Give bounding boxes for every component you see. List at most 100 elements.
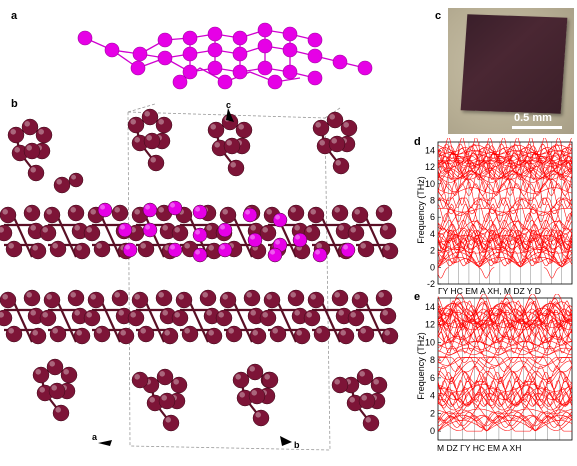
phosphorus-atom	[131, 291, 149, 309]
phosphorus-atom	[307, 206, 325, 224]
phonon-chart-e: Frequency (THz) M DZ ΓY HC EM A XH 0 2 4 6 8…	[416, 294, 573, 452]
phosphorus-atom	[205, 327, 223, 345]
highlighted-atom	[122, 242, 138, 258]
scale-bar-label: 0.5 mm	[514, 112, 552, 124]
y-tick-label: 10	[425, 337, 435, 347]
phosphorus-atom	[23, 289, 41, 307]
highlighted-atom	[247, 232, 263, 248]
phosphorus-atom	[29, 242, 47, 260]
panel-a-bonds	[84, 29, 366, 83]
ring-atom	[326, 111, 344, 129]
chart-e-ylabel: Frequency (THz)	[416, 332, 426, 400]
highlighted-atom	[142, 222, 158, 238]
phosphorus-atom	[83, 224, 101, 242]
y-tick-label: 6	[430, 373, 435, 383]
y-tick-label: 8	[430, 355, 435, 365]
phosphorus-atom	[49, 240, 67, 258]
highlighted-atom	[167, 200, 183, 216]
highlighted-atom	[117, 222, 133, 238]
phosphorus-atom	[259, 224, 277, 242]
highlighted-atom	[292, 232, 308, 248]
ring-atom	[370, 376, 388, 394]
ring-atom	[155, 116, 173, 134]
y-tick-label: -2	[427, 279, 435, 289]
highlighted-atom	[192, 227, 208, 243]
phosphorus-atom	[73, 242, 91, 260]
phonon-bands	[437, 138, 573, 279]
phosphorus-atom	[199, 289, 217, 307]
ring-atom	[48, 382, 66, 400]
phosphorus-atom	[49, 325, 67, 343]
ring-atom	[227, 159, 245, 177]
phosphorus-atom	[111, 289, 129, 307]
y-tick-label: 2	[430, 408, 435, 418]
y-tick-label: 4	[430, 229, 435, 239]
chart-d-xtick-text: ΓY HC EM A XH, M DZ Y D	[438, 286, 541, 295]
phosphorus-atom	[67, 289, 85, 307]
axis-label-c: c	[226, 100, 231, 110]
panel-label-c: c	[435, 10, 442, 22]
ring-atom	[52, 404, 70, 422]
phosphorus-atom	[381, 242, 399, 260]
phonon-bands	[437, 294, 573, 432]
phosphorus-atom	[375, 204, 393, 222]
ring-atom	[141, 108, 159, 126]
ring-atom	[21, 118, 39, 136]
panel-label-d: d	[414, 136, 421, 148]
phosphorus-atom	[261, 371, 279, 389]
phosphorus-atom	[29, 327, 47, 345]
panel-a-atoms	[77, 22, 373, 90]
phosphorus-atom	[269, 325, 287, 343]
y-tick-label: 10	[425, 179, 435, 189]
ring-atom	[332, 157, 350, 175]
phosphorus-atom	[155, 289, 173, 307]
phosphorus-atom	[347, 224, 365, 242]
scale-bar	[512, 126, 562, 129]
highlighted-atom	[312, 247, 328, 263]
highlighted-atom	[272, 212, 288, 228]
phosphorus-atom	[0, 309, 13, 327]
panel-label-a: a	[11, 10, 18, 22]
y-tick-label: 2	[430, 246, 435, 256]
structure-panel-a	[77, 22, 373, 90]
ring-atom	[358, 392, 376, 410]
phosphorus-atom	[73, 327, 91, 345]
ring-atom	[32, 366, 50, 384]
phosphorus-atom	[243, 289, 261, 307]
phosphorus-atom	[161, 327, 179, 345]
phosphorus-atom	[39, 224, 57, 242]
phosphorus-atom	[93, 325, 111, 343]
ring-atom	[340, 119, 358, 137]
y-tick-label: 0	[430, 262, 435, 272]
ring-atom	[158, 392, 176, 410]
highlighted-atom	[167, 242, 183, 258]
phosphorus-atom	[379, 222, 397, 240]
atoms	[0, 108, 399, 432]
phosphorus-atom	[215, 309, 233, 327]
ring-atom	[252, 409, 270, 427]
phosphorus-atom	[307, 291, 325, 309]
highlighted-atom	[242, 207, 258, 223]
ring-atom	[312, 119, 330, 137]
chart-d-ylabel: Frequency (THz)	[416, 176, 426, 244]
ring-atom	[46, 358, 64, 376]
y-tick-label: 6	[430, 212, 435, 222]
phosphorus-atom	[357, 240, 375, 258]
ring-atom	[235, 121, 253, 139]
ring-atom	[35, 126, 53, 144]
phosphorus-atom	[379, 307, 397, 325]
phosphorus-atom	[87, 291, 105, 309]
phosphorus-atom	[0, 224, 13, 242]
highlighted-atom	[97, 202, 113, 218]
phosphorus-atom	[171, 309, 189, 327]
phosphorus-atom	[313, 325, 331, 343]
phosphorus-atom	[83, 309, 101, 327]
phosphorus-atom	[0, 206, 17, 224]
axis-indicator: c a b	[92, 100, 300, 450]
ring-atom	[356, 368, 374, 386]
axis-label-b: b	[294, 440, 300, 450]
y-tick-label: 12	[425, 320, 435, 330]
phosphorus-atom	[5, 240, 23, 258]
panel-label-e: e	[414, 291, 421, 303]
ring-atom	[328, 135, 346, 153]
